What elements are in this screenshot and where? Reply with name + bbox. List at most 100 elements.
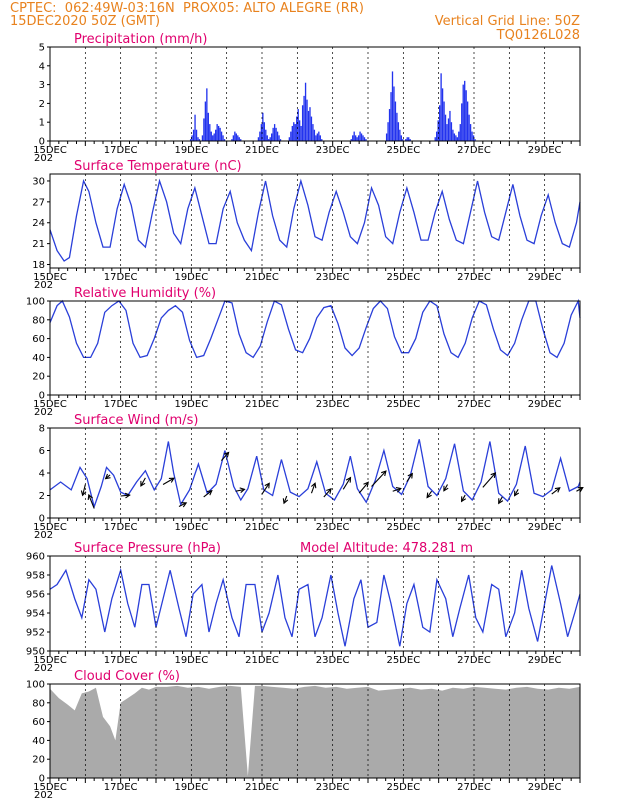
wind-vector-arrow: [203, 490, 213, 498]
wind-vector-arrow: [283, 495, 288, 504]
x-tick-label: 21DEC: [245, 145, 279, 156]
panel-frame: [49, 427, 581, 519]
x-tick-label: 21DEC: [245, 272, 279, 283]
precip-bar: [297, 109, 299, 141]
wind-vector-head: [443, 485, 449, 492]
precip-bar: [240, 139, 242, 141]
wind-vector-arrow: [443, 484, 448, 492]
precip-bar: [301, 105, 304, 141]
panel-frame: [49, 46, 581, 142]
x-tick-label: 21DEC: [245, 782, 279, 793]
x-tick-label: 17DEC: [104, 782, 138, 793]
precip-bar: [436, 131, 438, 141]
wind-vector-arrow: [342, 477, 351, 490]
y-tick-label: 100: [26, 297, 45, 308]
x-tick-label: 29DEC: [528, 655, 562, 666]
x-year-fragment: 202: [34, 790, 53, 800]
panel-cloud: 0 20 40 60 80 100 15DEC 17DEC 19DEC 21DEC 23DEC 25D…: [26, 669, 581, 800]
precip-bar: [318, 131, 320, 141]
precip-bar: [194, 114, 196, 141]
precip-bar: [354, 135, 357, 141]
y-tick-label: 5: [39, 43, 45, 54]
x-tick-label: 21DEC: [245, 522, 279, 533]
precip-bar: [303, 95, 305, 141]
precip-bar: [191, 135, 193, 141]
precip-bar: [408, 137, 410, 141]
y-tick-label: 21: [32, 239, 45, 250]
precip-bar: [388, 109, 391, 141]
header-station: CPTEC: 062:49W-03:16N PROX05: ALTO ALEGR…: [10, 1, 364, 16]
x-tick-label: 27DEC: [457, 399, 491, 410]
precip-bar: [385, 133, 388, 141]
precip-bar: [201, 135, 204, 141]
wind-vector-arrow: [82, 484, 86, 496]
panel-humidity: 0 20 40 60 80 100 15DEC 17DEC 19DEC 21DEC 23DEC 25D…: [26, 286, 581, 418]
wind-vector-head: [407, 472, 413, 479]
precip-bar: [276, 131, 279, 141]
precip-bar: [313, 129, 316, 141]
wind-vector-head: [206, 489, 213, 496]
precip-bar: [471, 131, 473, 141]
y-tick-label: 20: [32, 755, 45, 766]
x-tick-label: 17DEC: [104, 522, 138, 533]
y-tick-label: 60: [32, 334, 45, 345]
precip-bar: [453, 133, 456, 141]
precip-bar: [446, 124, 448, 141]
precip-bar: [321, 139, 323, 141]
y-tick-label: 6: [39, 446, 45, 457]
wind-vector-head: [363, 481, 369, 488]
precip-bar: [204, 101, 207, 141]
precip-bar: [296, 116, 298, 141]
y-tick-label: 0: [39, 391, 45, 402]
x-tick-label: 19DEC: [174, 399, 208, 410]
wind-vector-head: [461, 496, 467, 503]
wind-vector-head: [223, 451, 230, 458]
precip-bar: [195, 129, 198, 141]
wind-series-line: [49, 439, 581, 510]
precip-bar: [213, 133, 215, 141]
precip-bar: [438, 105, 441, 141]
precip-bar: [219, 127, 221, 141]
x-year-fragment: 202: [34, 530, 53, 541]
y-tick-label: 4: [39, 469, 45, 480]
x-tick-label: 15DEC: [33, 145, 67, 156]
precip-bar: [265, 129, 267, 141]
precip-bar: [192, 129, 195, 141]
x-tick-label: 15DEC: [33, 272, 67, 283]
y-tick-label: 2: [39, 99, 45, 110]
wind-vector-head: [514, 490, 520, 497]
wind-vector-arrow: [120, 494, 130, 497]
y-tick-label: 2: [39, 491, 45, 502]
wind-vector-arrow: [88, 494, 95, 509]
x-tick-label: 23DEC: [316, 145, 350, 156]
precip-bar: [362, 135, 364, 141]
temperature-series-line: [49, 178, 581, 262]
x-tick-label: 25DEC: [386, 145, 420, 156]
x-tick-label: 19DEC: [174, 522, 208, 533]
precip-bar: [237, 135, 239, 141]
x-tick-label: 17DEC: [104, 145, 138, 156]
precip-bar: [310, 116, 313, 141]
precip-bar: [400, 135, 402, 141]
precip-bar: [441, 88, 444, 141]
panel-title: Cloud Cover (%): [74, 669, 180, 684]
wind-vector-arrow: [482, 472, 496, 488]
y-tick-label: 20: [32, 372, 45, 383]
x-tick-label: 23DEC: [316, 522, 350, 533]
precip-bar: [232, 135, 235, 141]
y-tick-label: 952: [26, 628, 45, 639]
wind-vector-head: [310, 482, 317, 489]
precip-bar: [263, 122, 265, 141]
wind-vector-head: [239, 487, 246, 494]
y-tick-label: 956: [26, 590, 45, 601]
precip-bar: [434, 137, 436, 141]
x-tick-label: 25DEC: [386, 399, 420, 410]
x-tick-label: 19DEC: [174, 145, 208, 156]
precip-bar: [352, 135, 354, 141]
precip-bar: [312, 124, 314, 141]
wind-vector-arrow: [392, 488, 402, 492]
x-tick-label: 21DEC: [245, 399, 279, 410]
precip-bar: [394, 101, 397, 141]
precip-bar: [260, 124, 263, 141]
